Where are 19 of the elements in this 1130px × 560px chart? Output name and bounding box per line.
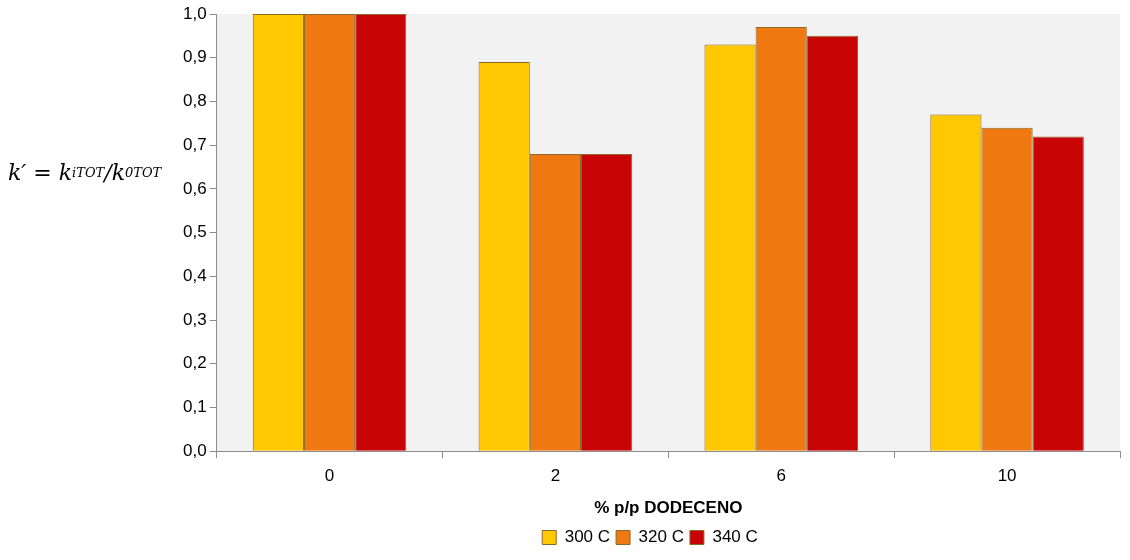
- legend-label: 300 C: [564, 527, 611, 547]
- x-tick-label: 10: [997, 466, 1017, 486]
- legend-label: 320 C: [638, 527, 684, 547]
- y-tick-label: 0,3: [182, 309, 207, 329]
- legend-label: 340 C: [712, 527, 758, 547]
- y-tick-label: 1,0: [182, 3, 207, 23]
- y-tick-label: 0,1: [182, 397, 207, 417]
- y-tick-label: 0,8: [182, 91, 207, 111]
- y-tick-label: 0,0: [182, 440, 207, 460]
- y-tick-label: 0,5: [182, 222, 207, 242]
- x-axis-title: % p/p DODECENO: [594, 498, 743, 518]
- x-tick-label: 6: [776, 466, 786, 486]
- y-tick-label: 0,9: [182, 47, 207, 67]
- y-tick-label: 0,7: [182, 134, 207, 154]
- y-tick-label: 0,6: [182, 178, 207, 198]
- x-tick-label: 2: [550, 466, 561, 486]
- y-tick-label: 0,4: [182, 266, 207, 286]
- y-tick-label: 0,2: [182, 353, 207, 373]
- x-tick-label: 0: [324, 466, 335, 486]
